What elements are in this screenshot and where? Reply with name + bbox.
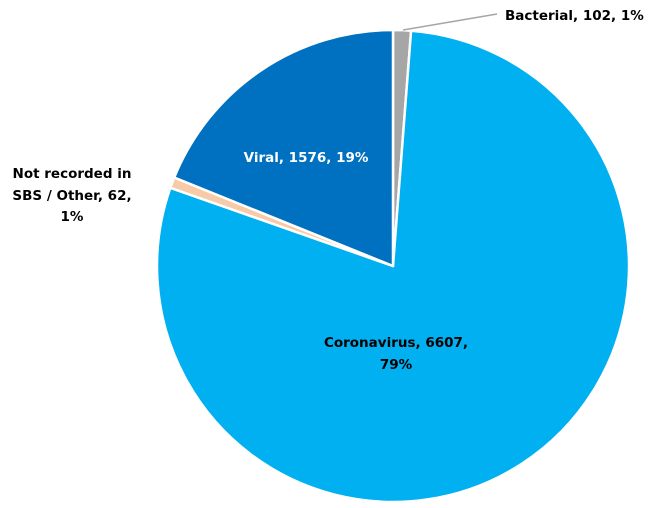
coronavirus-data-label-line-1: Coronavirus, 6607,: [324, 335, 468, 351]
bacterial-data-label: Bacterial, 102, 1%: [505, 8, 644, 24]
other-data-label-line-3: 1%: [61, 209, 84, 225]
other-data-label-line-2: SBS / Other, 62,: [12, 188, 131, 204]
pie-slices: [155, 28, 631, 504]
bacterial-leader-line: [402, 13, 498, 31]
coronavirus-data-label-line-2: 79%: [380, 357, 413, 373]
other-data-label-line-1: Not recorded in: [13, 166, 132, 182]
viral-data-label: Viral, 1576, 19%: [244, 150, 369, 166]
pie-slice-viral: [172, 28, 395, 268]
